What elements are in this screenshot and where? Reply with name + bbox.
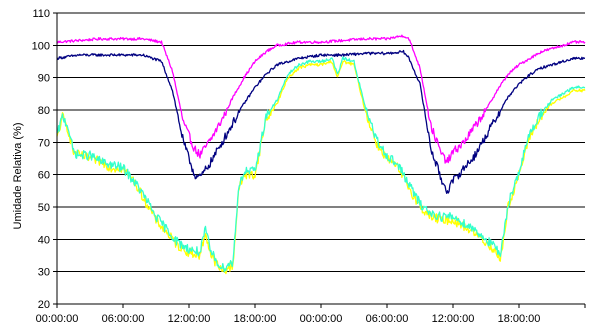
axes [53,12,586,308]
x-tick-labels: 00:00:00 06:00:00 12:00:00 18:00:00 00:00:00… [36,313,541,325]
y-tick-label: 60 [38,170,50,182]
y-tick-label: 80 [38,105,50,117]
y-tick-labels: 20 30 40 50 60 70 80 90 100 110 [32,8,50,311]
series-line-3 [56,59,586,275]
x-tick-label: 18:00:00 [498,313,541,325]
y-tick-label: 90 [38,73,50,85]
x-tick-label: 12:00:00 [432,313,475,325]
x-tick-label: 06:00:00 [102,313,145,325]
y-tick-label: 30 [38,267,50,279]
x-tick-label: 18:00:00 [234,313,277,325]
series-lines [56,34,586,275]
y-tick-label: 70 [38,137,50,149]
y-tick-label: 20 [38,299,50,311]
y-tick-label: 40 [38,234,50,246]
x-tick-label: 00:00:00 [300,313,343,325]
series-line-1 [56,34,586,164]
x-tick-label: 00:00:00 [36,313,79,325]
series-line-2 [56,49,586,194]
y-axis-title: Umidade Relativa (%) [12,123,24,230]
y-tick-label: 50 [38,202,50,214]
horizontal-gridlines [57,12,585,305]
series-line-4 [56,56,586,273]
x-tick-label: 06:00:00 [366,313,409,325]
y-tick-label: 100 [32,40,50,52]
x-tick-label: 12:00:00 [168,313,211,325]
y-tick-label: 110 [32,8,50,20]
